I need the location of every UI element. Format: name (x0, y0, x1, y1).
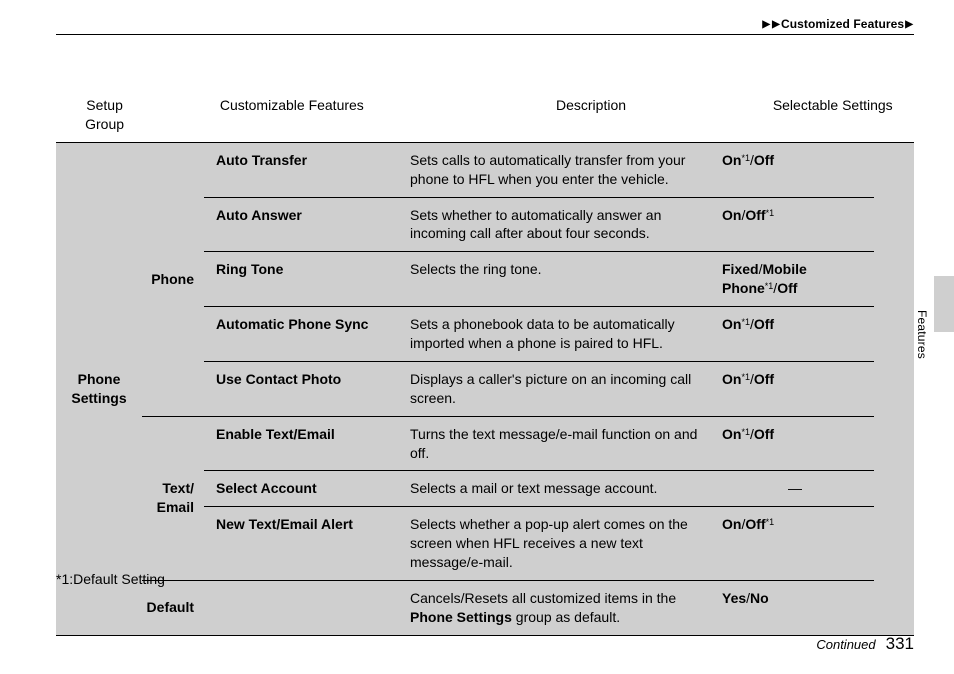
selectable-settings: On*1/Off (722, 151, 874, 170)
feature-name: Ring Tone (204, 260, 410, 279)
feature-description: Cancels/Resets all customized items in t… (410, 589, 722, 627)
footnote-default-setting: *1:Default Setting (56, 570, 165, 589)
feature-description: Selects whether a pop-up alert comes on … (410, 515, 722, 572)
subgroup: PhoneAuto TransferSets calls to automati… (142, 143, 874, 417)
subgroup: Text/ EmailEnable Text/EmailTurns the te… (142, 417, 874, 581)
selectable-settings: On/Off*1 (722, 515, 874, 534)
table-row: Select AccountSelects a mail or text mes… (204, 470, 874, 506)
feature-description: Turns the text message/e-mail function o… (410, 425, 722, 463)
hdr-description: Description (431, 96, 752, 134)
selectable-settings: Yes/No (722, 589, 874, 608)
table-row: New Text/Email AlertSelects whether a po… (204, 506, 874, 580)
selectable-settings: On/Off*1 (722, 206, 874, 225)
table-row: Auto TransferSets calls to automatically… (204, 143, 874, 197)
feature-name: Enable Text/Email (204, 425, 410, 444)
feature-name: Select Account (204, 479, 410, 498)
subgroup-rows: Cancels/Resets all customized items in t… (204, 581, 874, 635)
feature-description: Sets calls to automatically transfer fro… (410, 151, 722, 189)
chevron-right-icon: ▶ (772, 18, 780, 32)
selectable-settings: On*1/Off (722, 315, 874, 334)
hdr-customizable-features: Customizable Features (153, 96, 430, 134)
subgroup-rows: Auto TransferSets calls to automatically… (204, 143, 874, 416)
table-row: Use Contact PhotoDisplays a caller's pic… (204, 361, 874, 416)
breadcrumb-section: Customized Features (781, 17, 904, 31)
hdr-selectable-settings: Selectable Settings (751, 96, 914, 134)
hdr-setup-group: Setup Group (56, 96, 153, 134)
feature-name: Auto Answer (204, 206, 410, 225)
feature-description: Selects a mail or text message account. (410, 479, 722, 498)
table-row: Enable Text/EmailTurns the text message/… (204, 417, 874, 471)
selectable-settings: Fixed/Mobile Phone*1/Off (722, 260, 874, 298)
settings-table: Setup Group Customizable Features Descri… (56, 96, 914, 636)
side-tab-label: Features (914, 310, 930, 359)
selectable-settings: — (722, 479, 874, 498)
table-row: Auto AnswerSets whether to automatically… (204, 197, 874, 252)
table-row: Cancels/Resets all customized items in t… (204, 581, 874, 635)
feature-description: Sets whether to automatically answer an … (410, 206, 722, 244)
continued-label: Continued (816, 637, 875, 652)
selectable-settings: On*1/Off (722, 370, 874, 389)
feature-name: New Text/Email Alert (204, 515, 410, 534)
table-header: Setup Group Customizable Features Descri… (56, 96, 914, 142)
feature-name: Auto Transfer (204, 151, 410, 170)
setup-group-label: Phone Settings (56, 143, 142, 635)
table-row: Ring ToneSelects the ring tone.Fixed/Mob… (204, 251, 874, 306)
subgroup-label: Text/ Email (142, 417, 204, 580)
feature-name: Use Contact Photo (204, 370, 410, 389)
table-body: Phone Settings PhoneAuto TransferSets ca… (56, 142, 914, 636)
chevron-right-icon: ▶ (762, 18, 770, 32)
subgroup-rows: Enable Text/EmailTurns the text message/… (204, 417, 874, 580)
chevron-right-icon: ▶ (905, 18, 913, 32)
feature-description: Sets a phonebook data to be automaticall… (410, 315, 722, 353)
header-rule (56, 34, 914, 35)
subgroup-label: Phone (142, 143, 204, 416)
page-number: 331 (886, 634, 914, 653)
selectable-settings: On*1/Off (722, 425, 874, 444)
feature-name: Automatic Phone Sync (204, 315, 410, 334)
subgroup-label: Default (142, 581, 204, 635)
feature-description: Selects the ring tone. (410, 260, 722, 279)
breadcrumb: ▶▶Customized Features▶ (761, 16, 914, 32)
page-footer: Continued 331 (816, 633, 914, 656)
side-tab-indicator (934, 276, 954, 332)
feature-description: Displays a caller's picture on an incomi… (410, 370, 722, 408)
subgroup: Default Cancels/Resets all customized ite… (142, 581, 874, 635)
table-row: Automatic Phone SyncSets a phonebook dat… (204, 306, 874, 361)
